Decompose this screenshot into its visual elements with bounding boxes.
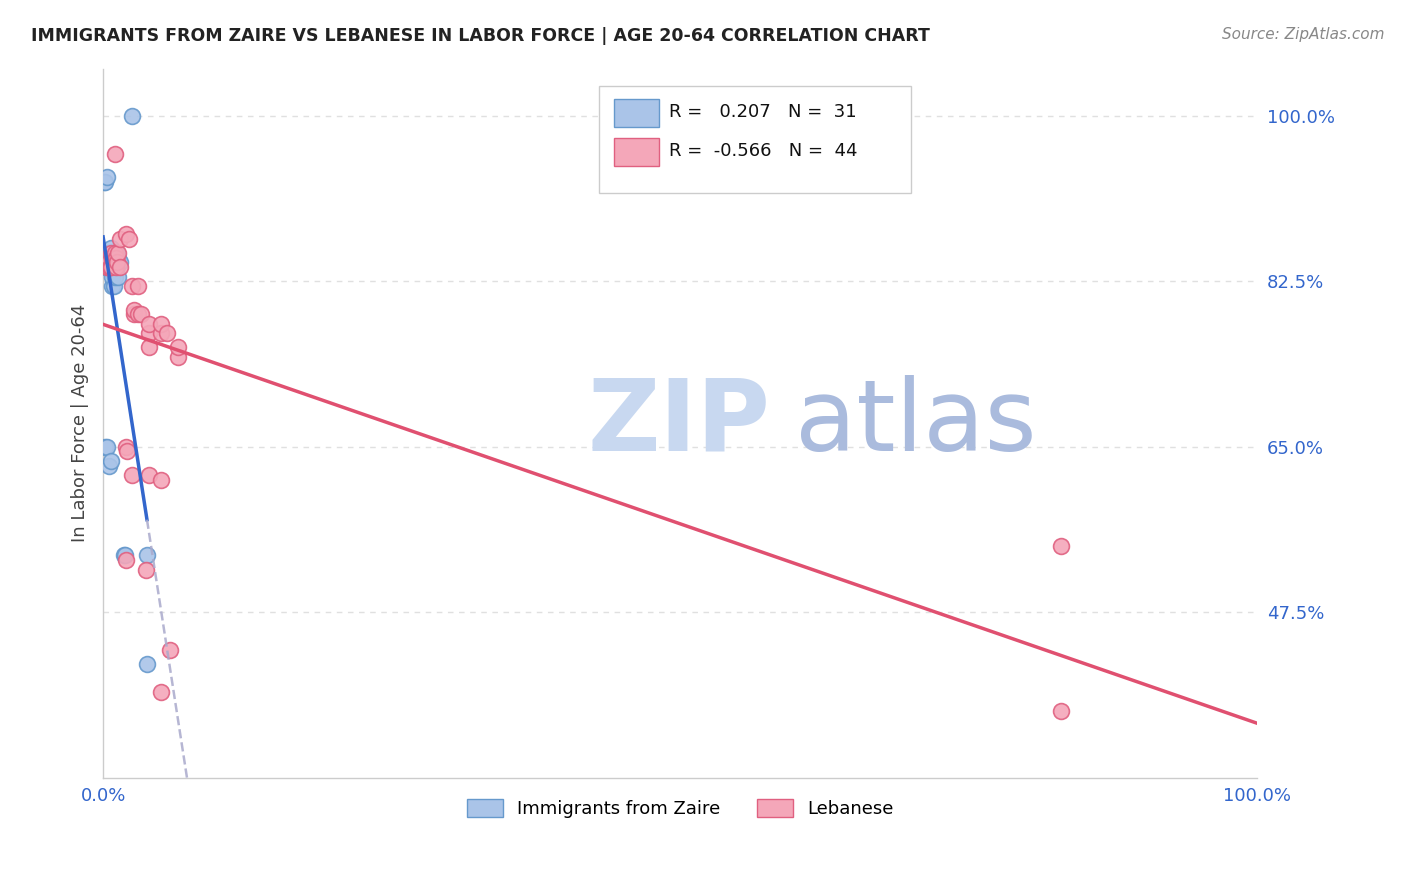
Point [107,251,129,265]
Point [138,340,160,354]
Point [101,269,124,284]
FancyBboxPatch shape [599,87,911,193]
Text: R =   0.207   N =  31: R = 0.207 N = 31 [668,103,856,121]
Point [138,317,160,331]
Point [117,444,139,458]
Y-axis label: In Labor Force | Age 20-64: In Labor Force | Age 20-64 [72,304,89,542]
Point [105,245,128,260]
Point [105,260,128,274]
Point [121,109,143,123]
Point [167,350,190,364]
Point [115,553,138,567]
Text: atlas: atlas [796,375,1038,472]
FancyBboxPatch shape [614,99,659,127]
Legend: Immigrants from Zaire, Lebanese: Immigrants from Zaire, Lebanese [460,791,901,825]
Point [97,245,120,260]
Point [100,454,122,468]
Point [104,245,127,260]
Point [100,260,122,274]
Point [104,146,127,161]
Point [94,440,117,454]
FancyBboxPatch shape [614,138,659,166]
Point [107,269,129,284]
Point [136,549,159,563]
Point [112,549,135,563]
Point [98,245,121,260]
Point [98,260,121,274]
Point [110,232,132,246]
Point [101,251,124,265]
Point [97,255,120,269]
Point [135,563,157,577]
Point [110,255,132,269]
Point [127,307,149,321]
Point [138,326,160,341]
Point [121,279,143,293]
Point [1050,539,1073,553]
Point [114,549,136,563]
Point [96,245,118,260]
Point [167,340,190,354]
Point [129,307,152,321]
Point [121,468,143,483]
Point [96,260,118,274]
Point [149,685,172,699]
Point [110,260,132,274]
Point [104,260,127,274]
Point [93,175,115,189]
Point [103,279,125,293]
Point [94,175,117,189]
Text: Source: ZipAtlas.com: Source: ZipAtlas.com [1222,27,1385,42]
Point [104,260,127,274]
Point [159,643,181,657]
Point [100,241,122,255]
Point [97,260,120,274]
Point [104,251,127,265]
Point [96,170,118,185]
Point [127,279,149,293]
Point [124,302,146,317]
Text: R =  -0.566   N =  44: R = -0.566 N = 44 [668,143,858,161]
Point [103,255,125,269]
Point [117,232,139,246]
Point [149,317,172,331]
Point [104,255,127,269]
Point [97,458,120,473]
Point [105,255,128,269]
Point [136,657,159,672]
Point [1050,705,1073,719]
Text: IMMIGRANTS FROM ZAIRE VS LEBANESE IN LABOR FORCE | AGE 20-64 CORRELATION CHART: IMMIGRANTS FROM ZAIRE VS LEBANESE IN LAB… [31,27,929,45]
Point [104,251,127,265]
Point [107,245,129,260]
Point [96,440,118,454]
Point [104,245,127,260]
Point [100,245,122,260]
Point [149,326,172,341]
Point [94,260,117,274]
Point [104,255,127,269]
Point [104,269,127,284]
Text: ZIP: ZIP [588,375,770,472]
Point [101,279,124,293]
Point [138,468,160,483]
Point [149,473,172,487]
Point [124,307,146,321]
Point [115,227,138,241]
Point [155,326,177,341]
Point [103,260,125,274]
Point [115,440,138,454]
